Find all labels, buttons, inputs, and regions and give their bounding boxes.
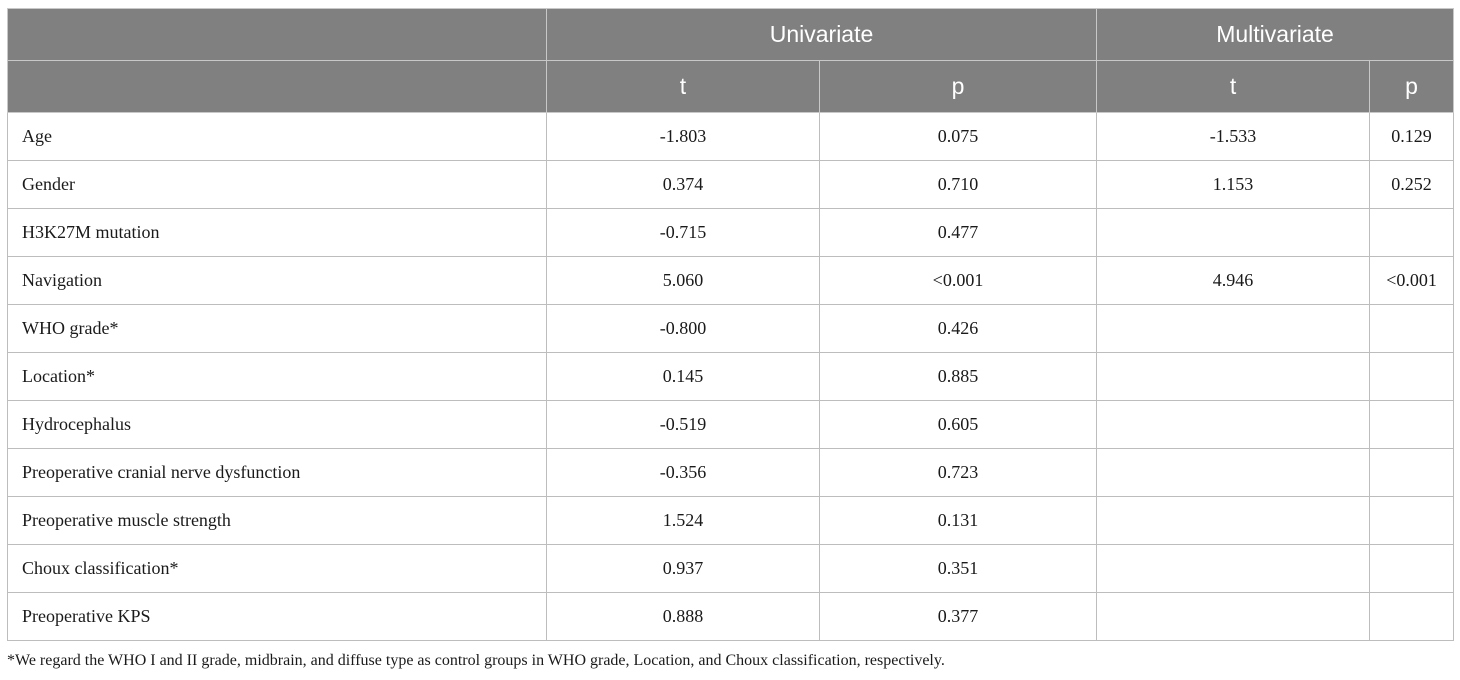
multivariate-t-cell	[1096, 592, 1371, 641]
univariate-t-cell: -0.715	[546, 208, 820, 257]
results-table: Univariate Multivariate t p t p Age -1.80…	[7, 8, 1455, 641]
row-label: H3K27M mutation	[7, 208, 547, 257]
table-row: WHO grade* -0.800 0.426	[7, 304, 1455, 353]
row-label: WHO grade*	[7, 304, 547, 353]
univariate-p-cell: 0.710	[818, 160, 1098, 209]
multivariate-t-cell	[1096, 208, 1371, 257]
header-group-row: Univariate Multivariate	[7, 8, 1455, 61]
table-row: Choux classification* 0.937 0.351	[7, 544, 1455, 593]
multivariate-t-cell	[1096, 448, 1371, 497]
univariate-p-cell: 0.131	[818, 496, 1098, 545]
multivariate-p-cell: 0.252	[1369, 160, 1455, 209]
multivariate-p-cell	[1369, 400, 1455, 449]
multivariate-t-cell: 4.946	[1096, 256, 1371, 305]
row-label: Navigation	[7, 256, 547, 305]
multivariate-p-cell: <0.001	[1369, 256, 1455, 305]
table-row: Hydrocephalus -0.519 0.605	[7, 400, 1455, 449]
univariate-p-cell: 0.477	[818, 208, 1098, 257]
univariate-t-cell: -0.356	[546, 448, 820, 497]
table-row: Navigation 5.060 <0.001 4.946 <0.001	[7, 256, 1455, 305]
univariate-t-cell: 1.524	[546, 496, 820, 545]
table-body: Age -1.803 0.075 -1.533 0.129 Gender 0.374 0.71…	[7, 112, 1455, 641]
row-label: Choux classification*	[7, 544, 547, 593]
header-multivariate: Multivariate	[1096, 8, 1455, 61]
multivariate-t-cell	[1096, 544, 1371, 593]
header-variable-cell	[7, 8, 547, 61]
univariate-t-cell: 5.060	[546, 256, 820, 305]
row-label: Preoperative KPS	[7, 592, 547, 641]
row-label: Preoperative cranial nerve dysfunction	[7, 448, 547, 497]
univariate-p-cell: 0.723	[818, 448, 1098, 497]
multivariate-t-cell: 1.153	[1096, 160, 1371, 209]
multivariate-t-cell	[1096, 304, 1371, 353]
table-row: Gender 0.374 0.710 1.153 0.252	[7, 160, 1455, 209]
table-footnote: *We regard the WHO I and II grade, midbr…	[7, 652, 945, 669]
row-label: Preoperative muscle strength	[7, 496, 547, 545]
table-row: Preoperative KPS 0.888 0.377	[7, 592, 1455, 641]
univariate-t-cell: -1.803	[546, 112, 820, 161]
row-label: Location*	[7, 352, 547, 401]
univariate-p-cell: 0.351	[818, 544, 1098, 593]
header-univariate-p: p	[818, 60, 1098, 113]
multivariate-p-cell	[1369, 496, 1455, 545]
multivariate-t-cell	[1096, 496, 1371, 545]
table-row: Preoperative cranial nerve dysfunction -0…	[7, 448, 1455, 497]
table-row: Location* 0.145 0.885	[7, 352, 1455, 401]
univariate-t-cell: -0.800	[546, 304, 820, 353]
multivariate-t-cell: -1.533	[1096, 112, 1371, 161]
univariate-t-cell: 0.888	[546, 592, 820, 641]
univariate-p-cell: 0.885	[818, 352, 1098, 401]
multivariate-p-cell	[1369, 592, 1455, 641]
multivariate-p-cell: 0.129	[1369, 112, 1455, 161]
header-multivariate-p: p	[1369, 60, 1455, 113]
univariate-p-cell: 0.426	[818, 304, 1098, 353]
multivariate-t-cell	[1096, 400, 1371, 449]
header-multivariate-t: t	[1096, 60, 1371, 113]
multivariate-p-cell	[1369, 304, 1455, 353]
table-row: Age -1.803 0.075 -1.533 0.129	[7, 112, 1455, 161]
multivariate-p-cell	[1369, 352, 1455, 401]
univariate-t-cell: 0.374	[546, 160, 820, 209]
univariate-p-cell: <0.001	[818, 256, 1098, 305]
univariate-t-cell: -0.519	[546, 400, 820, 449]
header-sub-row: t p t p	[7, 60, 1455, 113]
table-row: H3K27M mutation -0.715 0.477	[7, 208, 1455, 257]
multivariate-t-cell	[1096, 352, 1371, 401]
table-header: Univariate Multivariate t p t p	[7, 8, 1455, 113]
table-row: Preoperative muscle strength 1.524 0.131	[7, 496, 1455, 545]
univariate-t-cell: 0.937	[546, 544, 820, 593]
univariate-p-cell: 0.377	[818, 592, 1098, 641]
multivariate-p-cell	[1369, 208, 1455, 257]
univariate-t-cell: 0.145	[546, 352, 820, 401]
header-univariate: Univariate	[545, 8, 1098, 61]
row-label: Age	[7, 112, 547, 161]
header-univariate-t: t	[546, 60, 820, 113]
multivariate-p-cell	[1369, 448, 1455, 497]
row-label: Hydrocephalus	[7, 400, 547, 449]
row-label: Gender	[7, 160, 547, 209]
univariate-p-cell: 0.605	[818, 400, 1098, 449]
header-sub-blank	[7, 60, 547, 113]
univariate-p-cell: 0.075	[818, 112, 1098, 161]
multivariate-p-cell	[1369, 544, 1455, 593]
